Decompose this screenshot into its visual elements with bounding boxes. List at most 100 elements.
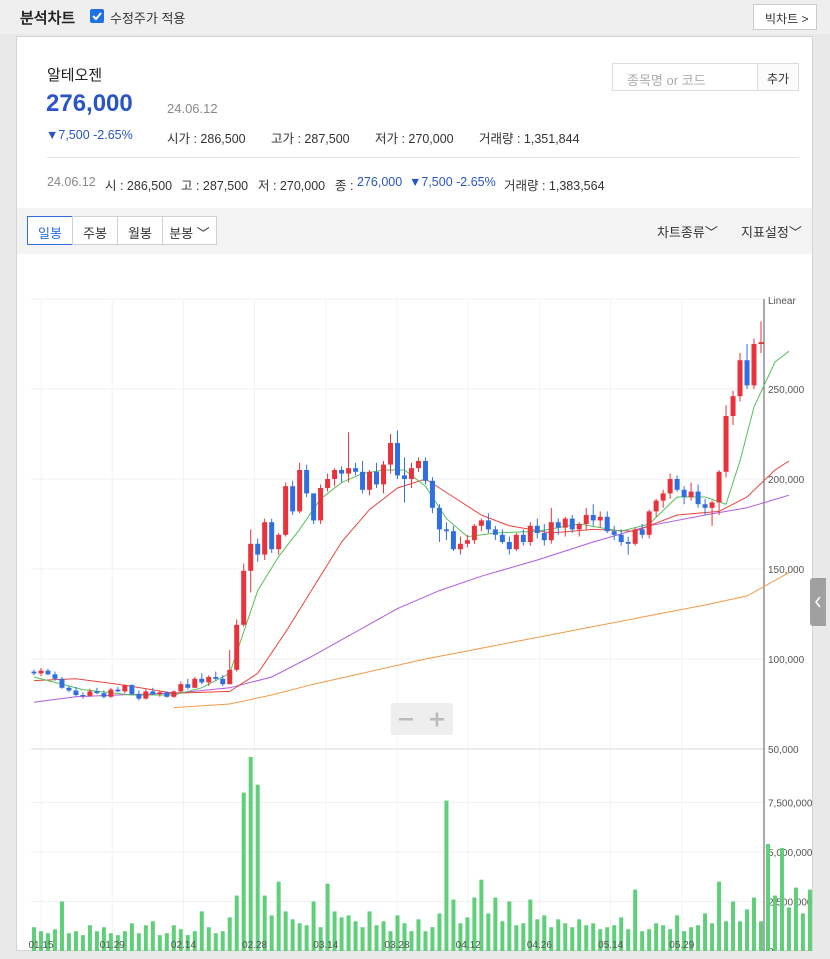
zoom-out-icon[interactable] (399, 718, 413, 721)
candle-down (541, 533, 547, 541)
price-tick-label: 200,000 (768, 475, 805, 486)
candle-up (346, 468, 352, 474)
detail-volume: 거래량 : 1,383,564 (504, 179, 605, 193)
candle-down (80, 695, 86, 696)
x-tick-label: 05.29 (669, 940, 694, 951)
volume-bar (325, 883, 330, 951)
candle-up (87, 691, 93, 696)
candle-up (192, 678, 198, 688)
volume-bar (157, 935, 162, 951)
tab-weekly[interactable]: 주봉 (72, 216, 118, 245)
adjusted-price-label[interactable]: 수정주가 적용 (110, 11, 186, 26)
volume-bar (332, 911, 337, 951)
candle-up (276, 534, 282, 550)
volume-bar (661, 925, 666, 951)
volume-bar (220, 931, 225, 951)
candle-down (220, 678, 226, 685)
candle-up (667, 479, 673, 494)
volume-bar (318, 927, 323, 951)
indicator-settings-dropdown[interactable]: 지표설정﹀ (741, 225, 802, 240)
candle-up (576, 524, 582, 530)
volume-bar (717, 881, 722, 951)
volume-bar (199, 911, 204, 951)
volume-bar (367, 911, 372, 951)
stock-search-input[interactable]: 종목명 or 코드 (612, 63, 758, 91)
candle-down (395, 443, 400, 476)
x-tick-label: 01.15 (28, 940, 53, 951)
candle-down (164, 692, 170, 697)
candle-up (471, 525, 477, 541)
candle-up (415, 461, 421, 469)
volume-bar (409, 931, 414, 951)
volume-bar (786, 907, 791, 951)
tab-minute[interactable]: 분봉 ﹀ (162, 216, 217, 245)
divider (47, 157, 799, 158)
volume-bar (143, 925, 148, 951)
volume-bar (724, 921, 729, 951)
low-price: 저가 : 270,000 (375, 132, 454, 146)
check-icon (92, 12, 102, 21)
candle-down (534, 525, 540, 533)
candle-up (464, 540, 470, 544)
price-tick-label: 50,000 (768, 745, 799, 756)
candle-down (339, 470, 345, 474)
volume-bar (374, 925, 379, 951)
add-button[interactable]: 추가 (757, 63, 799, 91)
candle-up (234, 624, 240, 670)
volume-bar (703, 913, 708, 951)
big-chart-button[interactable]: 빅차트 > (753, 4, 817, 30)
volume-bar (689, 927, 694, 951)
candle-up (122, 685, 128, 692)
candle-down (702, 504, 708, 508)
volume-bar (94, 931, 99, 951)
volume-bar (647, 929, 652, 951)
volume-bar (752, 897, 757, 951)
candle-down (436, 507, 442, 530)
volume-bar (290, 919, 295, 951)
candle-up (206, 677, 212, 683)
candle-up (408, 468, 414, 479)
candle-down (150, 691, 156, 695)
volume-bar (80, 935, 85, 951)
tab-monthly[interactable]: 월봉 (117, 216, 163, 245)
candle-down (744, 360, 750, 386)
candle-up (527, 525, 533, 542)
volume-bar (640, 931, 645, 951)
volume-bar (731, 901, 736, 951)
stock-chart[interactable]: Linear 250,000 200,000 150,000 100,000 50,000… (17, 254, 812, 951)
chart-type-dropdown[interactable]: 차트종류﹀ (657, 225, 718, 240)
chart-panel: 알테오젠 276,000 24.06.12 ▼7,500 -2.65% 시가 :… (16, 36, 813, 951)
volume-bar (696, 925, 701, 951)
volume-bar (136, 933, 141, 951)
volume-bar (66, 933, 71, 951)
volume-bar (101, 927, 106, 951)
candle-up (325, 479, 331, 488)
adjusted-price-checkbox[interactable] (90, 9, 104, 23)
side-panel-toggle[interactable] (810, 578, 826, 626)
candle-down (185, 684, 191, 688)
volume-bar (458, 923, 463, 951)
volume-bar (451, 899, 456, 951)
volume-bar (206, 927, 211, 951)
zoom-in-icon[interactable] (435, 712, 439, 727)
candle-down (290, 486, 296, 512)
candle-down (59, 678, 65, 688)
candle-down (199, 678, 205, 683)
volume-bar (793, 887, 798, 951)
volume-bar (584, 925, 589, 951)
volume-bar (304, 925, 309, 951)
x-tick-label: 03.14 (313, 940, 338, 951)
volume-bar (115, 935, 120, 951)
candle-down (492, 529, 498, 535)
volume-bar (535, 919, 540, 951)
candle-down (31, 671, 37, 674)
chart-toolbar: 일봉 주봉 월봉 분봉 ﹀ 차트종류﹀ 지표설정﹀ (17, 208, 812, 254)
candle-down (569, 518, 575, 530)
candle-up (758, 342, 764, 344)
candle-down (422, 461, 428, 481)
volume-tick-label: 7,500,000 (768, 799, 812, 810)
tab-daily[interactable]: 일봉 (27, 216, 73, 245)
volume-bar (626, 929, 631, 951)
volume-bar (388, 931, 393, 951)
volume-bar (745, 909, 750, 951)
